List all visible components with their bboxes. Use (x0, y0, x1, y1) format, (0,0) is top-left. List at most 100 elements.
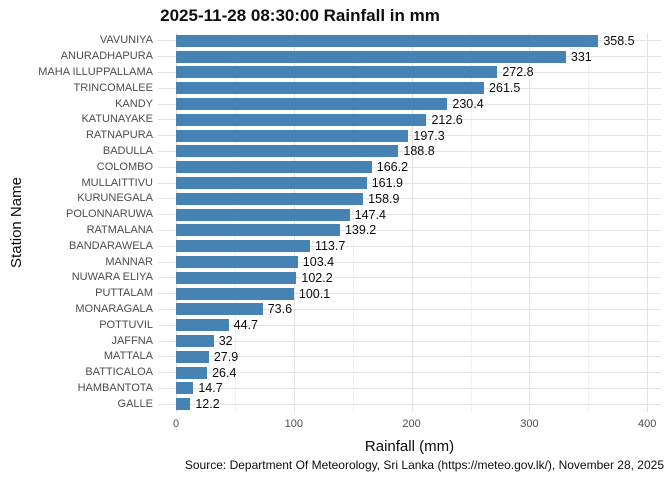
value-label: 197.3 (413, 128, 445, 143)
row-gridline (158, 356, 661, 358)
station-label: POTTUVIL (99, 318, 153, 331)
bar-track: 73.6 (158, 302, 661, 318)
value-label: 12.2 (195, 396, 220, 411)
station-label: POLONNARUWA (66, 208, 153, 221)
station-label: GALLE (117, 397, 153, 410)
station-label: RATNAPURA (85, 129, 153, 142)
station-label: TRINCOMALEE (73, 81, 153, 94)
major-gridline (176, 33, 177, 412)
station-label: COLOMBO (96, 160, 153, 173)
station-label: MONARAGALA (75, 302, 153, 315)
row-gridline (158, 308, 661, 310)
bar-track: 113.7 (158, 238, 661, 254)
x-axis-tick-labels: 0 100 200 300 400 (0, 419, 672, 433)
value-label: 161.9 (371, 175, 403, 190)
rainfall-bar (176, 319, 229, 332)
bar-row: RATMALANA 139.2 (0, 223, 672, 239)
value-label: 188.8 (403, 144, 435, 159)
bar-row: KURUNEGALA 158.9 (0, 191, 672, 207)
x-tick-label: 400 (638, 418, 657, 430)
station-label: HAMBANTOTA (77, 381, 153, 394)
plot-panel (158, 33, 661, 412)
bar-row: MANNAR 103.4 (0, 254, 672, 270)
bar-row: HAMBANTOTA 14.7 (0, 381, 672, 397)
x-axis-title: Rainfall (mm) (364, 438, 455, 455)
rainfall-bar (176, 98, 448, 111)
bar-track: 230.4 (158, 96, 661, 112)
value-label: 26.4 (212, 365, 237, 380)
bar-track: 139.2 (158, 223, 661, 239)
row-gridline (158, 293, 661, 295)
bar-row: MONARAGALA 73.6 (0, 302, 672, 318)
value-label: 166.2 (376, 160, 409, 175)
rainfall-bar (176, 50, 566, 63)
station-label: MATTALA (103, 350, 153, 363)
minor-gridline (470, 33, 472, 412)
bar-row: POTTUVIL 44.7 (0, 317, 672, 333)
bar-track: 103.4 (158, 254, 661, 270)
value-label: 139.2 (344, 223, 377, 238)
bar-track: 158.9 (158, 191, 661, 207)
station-label: BANDARAWELA (69, 239, 153, 252)
value-label: 113.7 (314, 239, 346, 253)
bar-track: 358.5 (158, 33, 661, 49)
rainfall-bar (176, 287, 294, 300)
bar-track: 261.5 (158, 80, 661, 96)
x-tick-label: 0 (172, 418, 180, 430)
rainfall-bar (176, 113, 427, 126)
bar-row: MULLAITTIVU 161.9 (0, 175, 672, 191)
value-label: 147.4 (354, 207, 386, 222)
value-label: 358.5 (603, 33, 635, 48)
major-gridline (529, 33, 531, 412)
bar-row: COLOMBO 166.2 (0, 159, 672, 175)
row-gridline (158, 166, 661, 168)
bar-track: 27.9 (158, 349, 661, 365)
bar-row: BATTICALOA 26.4 (0, 365, 672, 381)
bar-row: BANDARAWELA 113.7 (0, 238, 672, 254)
station-label: MAHA ILLUPPALLAMA (38, 65, 153, 78)
value-label: 103.4 (302, 254, 335, 269)
station-label: RATMALANA (86, 223, 153, 236)
rainfall-bar (176, 303, 263, 316)
minor-gridline (234, 33, 236, 412)
rainfall-bar (176, 382, 194, 395)
value-label: 331 (570, 49, 592, 64)
x-tick-label: 300 (520, 418, 539, 430)
station-label: VAVUNIYA (99, 34, 153, 47)
station-label: BATTICALOA (85, 366, 153, 379)
source-caption: Source: Department Of Meteorology, Sri L… (184, 458, 664, 472)
value-label: 272.8 (502, 65, 534, 80)
value-label: 44.7 (233, 317, 258, 332)
major-gridline (411, 33, 413, 412)
station-label: NUWARA ELIYA (71, 271, 153, 284)
major-gridline (293, 33, 295, 412)
bar-row: NUWARA ELIYA 102.2 (0, 270, 672, 286)
rainfall-bar (176, 335, 214, 348)
value-label: 73.6 (267, 302, 293, 317)
bar-track: 331 (158, 49, 661, 65)
bar-row: ANURADHAPURA 331 (0, 49, 672, 65)
row-gridline (158, 198, 661, 200)
row-gridline (158, 277, 661, 279)
bar-row: VAVUNIYA 358.5 (0, 33, 672, 49)
rainfall-bar (176, 177, 367, 190)
bar-track: 147.4 (158, 207, 661, 223)
bar-track: 12.2 (158, 396, 661, 412)
value-label: 32 (218, 333, 233, 348)
station-label: MULLAITTIVU (81, 176, 153, 189)
row-gridline (158, 135, 661, 137)
rainfall-bar (176, 208, 350, 221)
value-label: 14.7 (198, 381, 223, 396)
row-gridline (158, 372, 661, 374)
bar-track: 166.2 (158, 159, 661, 175)
row-gridline (158, 245, 661, 247)
bar-track: 188.8 (158, 144, 661, 160)
value-label: 100.1 (298, 286, 331, 301)
row-gridline (158, 324, 661, 326)
rainfall-bar (176, 82, 485, 95)
bar-row: MAHA ILLUPPALLAMA 272.8 (0, 65, 672, 81)
station-label: ANURADHAPURA (60, 50, 153, 63)
bar-row: TRINCOMALEE 261.5 (0, 80, 672, 96)
rainfall-bar (176, 256, 298, 269)
